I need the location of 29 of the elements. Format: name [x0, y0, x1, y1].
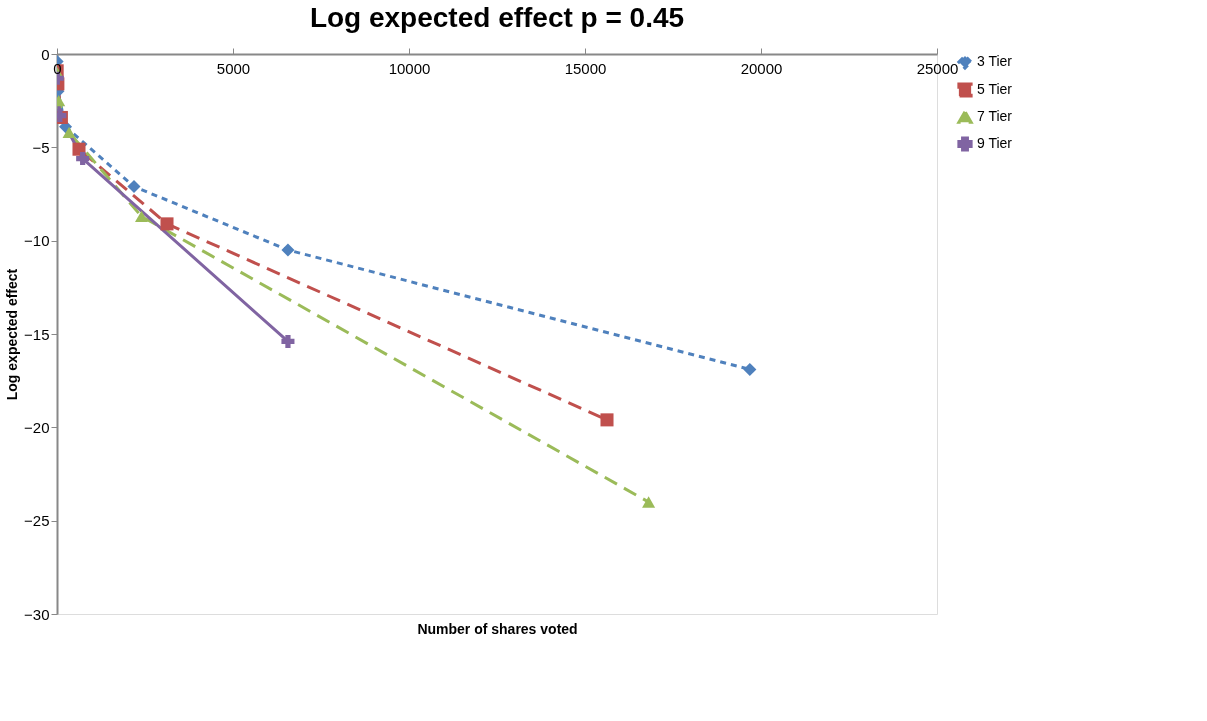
y-tick-label: 0 — [41, 45, 50, 63]
point — [127, 180, 141, 194]
legend-label: 7 Tier — [977, 108, 1013, 124]
point — [600, 413, 614, 427]
chart-title: Log expected effect p = 0.45 — [309, 2, 685, 33]
point — [160, 217, 174, 231]
y-tick-label: −15 — [24, 325, 50, 343]
point — [281, 243, 295, 257]
y-tick-label: −10 — [24, 232, 50, 250]
legend-label: 9 Tier — [977, 135, 1013, 151]
point — [135, 210, 149, 223]
x-tick-label: 10000 — [388, 59, 431, 77]
point — [281, 334, 295, 348]
x-axis-title: Number of shares voted — [417, 620, 578, 637]
y-tick-label: −30 — [24, 605, 50, 623]
legend-label: 5 Tier — [977, 81, 1013, 97]
x-tick-label: 15000 — [564, 59, 607, 77]
y-tick-label: −5 — [32, 138, 50, 156]
x-tick-label: 20000 — [740, 59, 783, 77]
y-tick-label: −20 — [24, 418, 50, 436]
point — [76, 152, 90, 166]
legend-label: 3 Tier — [977, 53, 1013, 69]
y-axis-title: Log expected effect — [4, 268, 21, 401]
x-tick-label: 25000 — [916, 59, 959, 77]
x-tick-label: 5000 — [216, 59, 251, 77]
point — [642, 496, 656, 508]
point — [62, 126, 76, 139]
point — [743, 362, 757, 376]
y-tick-label: −25 — [24, 512, 50, 530]
